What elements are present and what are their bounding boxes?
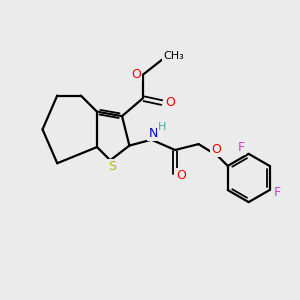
- Text: F: F: [238, 141, 245, 154]
- Text: O: O: [165, 96, 175, 110]
- Text: S: S: [108, 160, 116, 173]
- Text: N: N: [148, 127, 158, 140]
- Text: O: O: [211, 143, 221, 156]
- Text: O: O: [177, 169, 186, 182]
- Text: CH₃: CH₃: [163, 51, 184, 61]
- Text: F: F: [273, 187, 280, 200]
- Text: H: H: [158, 122, 166, 132]
- Text: O: O: [131, 68, 141, 81]
